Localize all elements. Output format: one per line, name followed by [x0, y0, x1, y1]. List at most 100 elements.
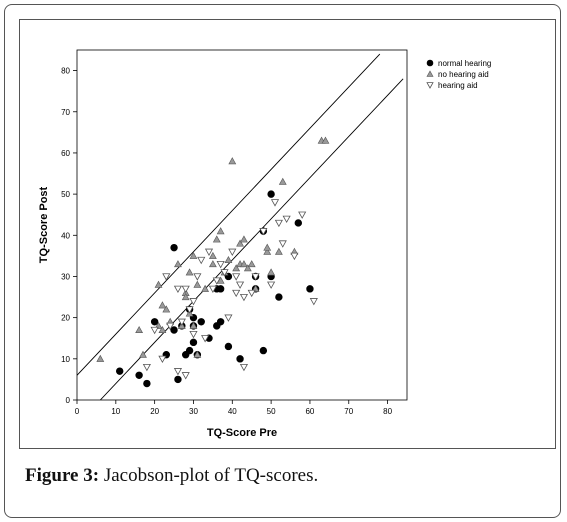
- x-tick-label: 70: [344, 407, 353, 416]
- hearing-aid-point: [298, 211, 307, 219]
- no-hearing-aid-point: [240, 260, 248, 268]
- figure-frame: 0 10 20 30 40 50 60 70 80 0 10 20 30 40 50 60 70 80 TQ-Sco…: [4, 4, 561, 518]
- hearing-aid-point: [259, 228, 268, 236]
- reference-line: [77, 53, 381, 376]
- x-tick-label: 40: [228, 407, 237, 416]
- hearing-aid-point: [228, 248, 237, 256]
- normal-hearing-point: [294, 219, 302, 227]
- hearing-aid-point: [189, 330, 198, 339]
- x-tick-label: 80: [383, 407, 392, 416]
- normal-hearing-point: [174, 375, 182, 384]
- no-hearing-aid-point: [208, 260, 217, 268]
- no-hearing-aid-point: [243, 264, 252, 272]
- y-tick-label: 10: [61, 355, 70, 364]
- x-tick-label: 60: [305, 407, 314, 416]
- hearing-aid-point: [232, 273, 241, 281]
- hearing-aid-point: [177, 318, 186, 326]
- no-hearing-aid-point: [162, 305, 171, 313]
- no-hearing-aid-point: [189, 251, 198, 259]
- no-hearing-aid-point: [154, 280, 163, 288]
- x-tick-label: 10: [111, 407, 120, 416]
- normal-hearing-point: [275, 293, 283, 301]
- hearing-aid-point: [247, 289, 256, 298]
- hearing-aid-point: [158, 355, 167, 364]
- no-hearing-aid-point: [139, 350, 147, 358]
- hearing-aid-point: [162, 273, 171, 281]
- normal-hearing-point: [306, 285, 314, 293]
- no-hearing-aid-point: [274, 247, 283, 255]
- no-hearing-aid-point: [232, 264, 241, 272]
- hearing-aid-point: [274, 219, 283, 228]
- x-axis-label: TQ-Score Pre: [207, 427, 277, 439]
- hearing-aid-point: [189, 298, 198, 306]
- normal-hearing-point: [197, 318, 205, 326]
- normal-hearing-point: [189, 338, 198, 347]
- no-hearing-aid-point: [240, 235, 248, 243]
- no-hearing-aid-point: [263, 247, 272, 255]
- hearing-aid-point: [282, 215, 291, 224]
- normal-hearing-point: [236, 355, 244, 363]
- y-tick-label: 50: [61, 190, 70, 199]
- y-axis-label: TQ-Score Post: [38, 186, 50, 263]
- y-tick-label: 40: [61, 231, 70, 240]
- hearing-aid-point: [239, 293, 249, 302]
- hearing-aid-point: [150, 326, 159, 335]
- figure-caption: Figure 3: Jacobson-plot of TQ-scores.: [25, 465, 318, 487]
- no-hearing-aid-point: [174, 260, 182, 268]
- y-tick-label: 30: [61, 272, 70, 281]
- hearing-aid-point: [212, 277, 221, 285]
- normal-hearing-point: [224, 342, 233, 351]
- hearing-aid-point: [208, 285, 217, 294]
- normal-hearing-point: [259, 346, 268, 355]
- legend-marker: [426, 82, 434, 89]
- no-hearing-aid-point: [158, 301, 167, 309]
- reference-line: [99, 78, 404, 400]
- normal-hearing-point: [216, 318, 225, 326]
- legend-marker: [426, 59, 434, 67]
- normal-hearing-point: [150, 318, 159, 326]
- no-hearing-aid-point: [212, 235, 221, 243]
- no-hearing-aid-point: [278, 177, 287, 185]
- y-tick-label: 0: [66, 396, 71, 405]
- plot-area-frame: [76, 49, 408, 401]
- y-tick-label: 70: [61, 108, 70, 117]
- no-hearing-aid-point: [267, 268, 276, 276]
- hearing-aid-point: [173, 368, 183, 376]
- hearing-aid-point: [278, 240, 287, 248]
- figure-caption-text: Jacobson-plot of TQ-scores.: [99, 465, 319, 486]
- legend-label: normal hearing: [438, 59, 491, 68]
- hearing-aid-point: [232, 289, 241, 298]
- y-tick-label: 60: [61, 149, 70, 158]
- x-tick-label: 30: [189, 407, 198, 416]
- figure-caption-label: Figure 3:: [25, 465, 100, 486]
- no-hearing-aid-point: [135, 325, 144, 334]
- no-hearing-aid-point: [201, 284, 210, 292]
- scatter-chart: 0 10 20 30 40 50 60 70 80 0 10 20 30 40 50 60 70 80 TQ-Sco…: [38, 49, 491, 439]
- no-hearing-aid-point: [96, 354, 105, 362]
- normal-hearing-point: [135, 371, 143, 379]
- x-tick-label: 20: [150, 407, 159, 416]
- legend-label: hearing aid: [438, 81, 478, 90]
- hearing-aid-point: [224, 314, 233, 322]
- hearing-aid-point: [197, 256, 206, 265]
- no-hearing-aid-point: [321, 136, 330, 144]
- legend-marker: [426, 70, 434, 77]
- no-hearing-aid-point: [216, 227, 225, 235]
- y-tick-label: 80: [61, 67, 70, 76]
- normal-hearing-point: [267, 190, 275, 198]
- plot-panel: 0 10 20 30 40 50 60 70 80 0 10 20 30 40 50 60 70 80 TQ-Sco…: [19, 19, 556, 449]
- hearing-aid-point: [181, 285, 190, 294]
- hearing-aid-point: [181, 372, 190, 380]
- normal-hearing-point: [170, 243, 178, 252]
- hearing-aid-point: [270, 199, 280, 207]
- normal-hearing-point: [116, 367, 124, 375]
- hearing-aid-point: [193, 273, 202, 281]
- no-hearing-aid-point: [228, 157, 237, 165]
- hearing-aid-point: [201, 335, 210, 343]
- no-hearing-aid-point: [158, 325, 167, 334]
- hearing-aid-point: [173, 285, 183, 294]
- no-hearing-aid-point: [247, 260, 256, 268]
- no-hearing-aid-point: [193, 350, 202, 358]
- no-hearing-aid-point: [263, 243, 272, 251]
- x-tick-label: 0: [75, 407, 80, 416]
